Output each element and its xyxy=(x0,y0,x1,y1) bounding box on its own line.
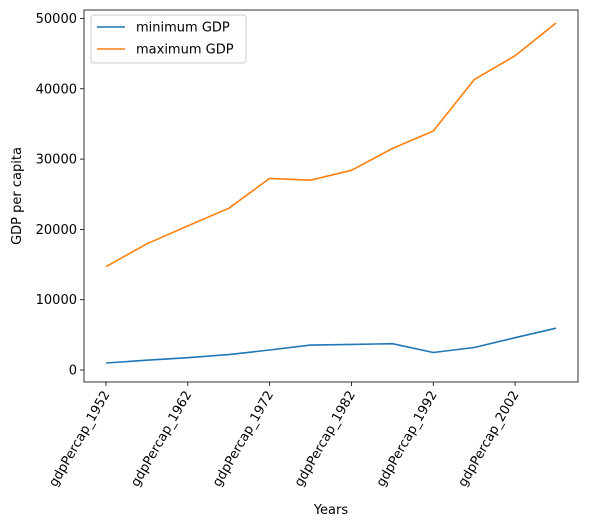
x-tick-label: gdpPercap_1982 xyxy=(292,389,359,490)
y-tick-label: 20000 xyxy=(36,223,77,238)
x-tick-label: gdpPercap_1952 xyxy=(46,389,113,490)
legend-box xyxy=(90,14,247,64)
x-tick-label: gdpPercap_2002 xyxy=(455,389,522,490)
x-axis-ticks: gdpPercap_1952 gdpPercap_1962 gdpPercap_19… xyxy=(46,382,523,490)
series-line-minimum-gdp xyxy=(105,327,557,364)
y-tick-label: 10000 xyxy=(36,293,77,308)
y-tick-label: 30000 xyxy=(36,153,77,168)
x-axis-label: Years xyxy=(313,503,349,518)
x-tick-label: gdpPercap_1972 xyxy=(210,389,277,490)
plot-area xyxy=(83,9,579,383)
series-lines xyxy=(105,22,557,364)
legend-label: maximum GDP xyxy=(136,43,234,58)
y-tick-label: 0 xyxy=(69,364,77,379)
series-line-maximum-gdp xyxy=(105,22,557,268)
legend: minimum GDP maximum GDP xyxy=(90,14,247,64)
y-axis-ticks: 0 10000 20000 30000 40000 50000 xyxy=(36,12,84,379)
legend-label: minimum GDP xyxy=(136,21,230,36)
y-tick-label: 40000 xyxy=(36,82,77,97)
y-tick-label: 50000 xyxy=(36,12,77,27)
x-tick-label: gdpPercap_1962 xyxy=(128,389,195,490)
x-tick-label: gdpPercap_1992 xyxy=(374,388,441,489)
y-axis-label: GDP per capita xyxy=(10,147,25,245)
